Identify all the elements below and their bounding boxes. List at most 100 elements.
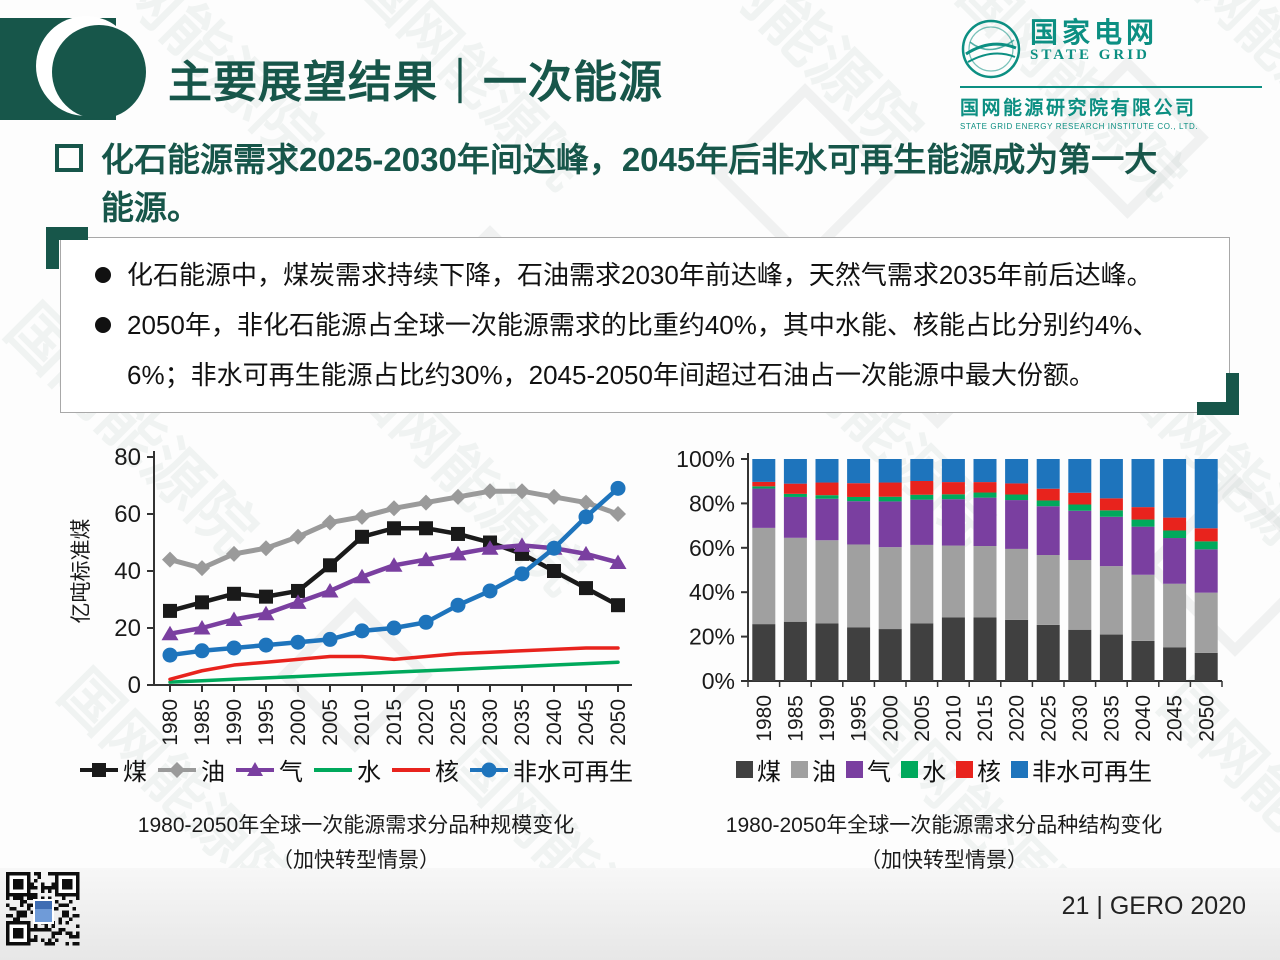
legend-swatch-coal bbox=[736, 761, 753, 778]
legend-item-nuclear: 核 bbox=[391, 752, 459, 787]
caption-subline: （加快转型情景） bbox=[272, 848, 440, 872]
segment-oil bbox=[1036, 555, 1060, 625]
state-grid-logo: 国家电网 STATE GRID 国网能源研究院有限公司 STATE GRID E… bbox=[960, 18, 1262, 131]
segment-coal bbox=[1068, 629, 1092, 681]
bar-1995 bbox=[847, 459, 871, 681]
bar-2030 bbox=[1068, 459, 1092, 681]
globe-icon bbox=[961, 19, 1021, 79]
segment-coal bbox=[878, 629, 902, 681]
legend-swatch-gas bbox=[846, 761, 863, 778]
bar-2040 bbox=[1131, 459, 1155, 681]
segment-oil bbox=[815, 540, 839, 624]
bar-1980 bbox=[752, 459, 776, 681]
legend-label: 气 bbox=[867, 759, 891, 786]
segment-oil bbox=[752, 527, 776, 625]
segment-nuclear bbox=[1194, 528, 1218, 542]
segment-gas bbox=[1036, 506, 1060, 556]
finding-item: 2050年，非化石能源占全球一次能源需求的比重约40%，其中水能、核能占比分别约… bbox=[87, 300, 1203, 400]
x-tick-label: 1995 bbox=[255, 699, 278, 745]
segment-nuclear bbox=[847, 483, 871, 497]
segment-coal bbox=[1163, 647, 1187, 681]
segment-renewable bbox=[752, 459, 776, 482]
legend-label: 油 bbox=[812, 759, 836, 786]
page-title: 主要展望结果｜一次能源 bbox=[168, 58, 663, 107]
bar-2005 bbox=[910, 459, 934, 681]
y-tick-label: 60 bbox=[114, 501, 141, 528]
segment-nuclear bbox=[941, 482, 965, 495]
segment-hydro bbox=[941, 494, 965, 500]
bar-2045 bbox=[1163, 459, 1187, 681]
bar-2000 bbox=[878, 459, 902, 681]
legend-label: 气 bbox=[279, 759, 303, 786]
logo-org-en: STATE GRID ENERGY RESEARCH INSTITUTE CO.… bbox=[960, 122, 1199, 131]
segment-gas bbox=[973, 497, 997, 547]
y-tick-label: 80% bbox=[689, 490, 735, 516]
segment-coal bbox=[941, 617, 965, 681]
legend-item-hydro: 水 bbox=[313, 752, 381, 787]
bar-2050 bbox=[1194, 459, 1218, 681]
line-chart-legend: 煤 油 气 水 核 非水可再生 bbox=[64, 752, 648, 787]
segment-nuclear bbox=[1099, 498, 1123, 511]
bullet-dot-icon bbox=[95, 317, 111, 333]
bar-1985 bbox=[783, 459, 807, 681]
bar-2025 bbox=[1036, 459, 1060, 681]
x-tick-label: 2025 bbox=[447, 699, 470, 745]
segment-hydro bbox=[847, 496, 871, 502]
segment-renewable bbox=[1036, 459, 1060, 489]
x-tick-label: 2035 bbox=[511, 699, 534, 745]
x-tick-label: 2040 bbox=[1132, 695, 1155, 742]
segment-gas bbox=[1131, 526, 1155, 575]
legend-swatch-nuclear bbox=[956, 761, 973, 778]
bar-chart-legend: 煤 油 气 水 核 非水可再生 bbox=[652, 752, 1236, 787]
legend-swatch-oil bbox=[791, 761, 808, 778]
series-hydro bbox=[168, 660, 620, 684]
legend-item-oil: 油 bbox=[157, 752, 225, 787]
bar-2015 bbox=[973, 459, 997, 681]
x-tick-label: 2040 bbox=[543, 699, 566, 745]
caption-line: 1980-2050年全球一次能源需求分品种结构变化 bbox=[725, 814, 1163, 837]
legend-item-gas: 气 bbox=[846, 752, 891, 787]
legend-sample-renewable bbox=[470, 762, 508, 777]
caption-line: 1980-2050年全球一次能源需求分品种规模变化 bbox=[137, 814, 575, 837]
x-tick-label: 2000 bbox=[879, 695, 902, 742]
x-tick-label: 2050 bbox=[607, 699, 630, 745]
segment-renewable bbox=[1068, 459, 1092, 493]
logo-name-en: STATE GRID bbox=[1030, 47, 1150, 64]
segment-gas bbox=[847, 501, 871, 545]
segment-hydro bbox=[1194, 541, 1218, 550]
logo-divider bbox=[960, 86, 1262, 88]
segment-oil bbox=[973, 546, 997, 618]
x-tick-label: 2035 bbox=[1101, 695, 1124, 742]
segment-oil bbox=[910, 544, 934, 624]
segment-coal bbox=[847, 627, 871, 681]
segment-hydro bbox=[910, 494, 934, 500]
segment-gas bbox=[1099, 516, 1123, 567]
segment-renewable bbox=[910, 459, 934, 481]
x-tick-label: 1990 bbox=[816, 695, 839, 742]
bullet-dot-icon bbox=[95, 267, 111, 283]
segment-oil bbox=[1099, 566, 1123, 635]
finding-item: 化石能源中，煤炭需求持续下降，石油需求2030年前达峰，天然气需求2035年前后… bbox=[87, 250, 1203, 300]
segment-renewable bbox=[941, 459, 965, 483]
y-tick-label: 0 bbox=[128, 672, 141, 699]
finding-text: 2050年，非化石能源占全球一次能源需求的比重约40%，其中水能、核能占比分别约… bbox=[127, 310, 1159, 390]
legend-sample-coal bbox=[80, 762, 118, 777]
legend-item-oil: 油 bbox=[791, 752, 836, 787]
segment-hydro bbox=[1005, 494, 1029, 501]
segment-renewable bbox=[1005, 459, 1029, 484]
y-tick-label: 20% bbox=[689, 624, 735, 650]
x-tick-label: 1985 bbox=[191, 699, 214, 745]
legend-label: 水 bbox=[922, 759, 946, 786]
segment-hydro bbox=[1068, 504, 1092, 511]
segment-oil bbox=[1163, 583, 1187, 648]
legend-label: 煤 bbox=[123, 759, 147, 786]
segment-hydro bbox=[752, 486, 776, 489]
segment-renewable bbox=[878, 459, 902, 483]
x-tick-label: 2000 bbox=[287, 699, 310, 745]
segment-gas bbox=[1163, 538, 1187, 584]
corner-bracket-bottom-right bbox=[1197, 373, 1239, 415]
segment-nuclear bbox=[973, 482, 997, 493]
page-number: 21 | GERO 2020 bbox=[1061, 892, 1246, 920]
x-tick-label: 2030 bbox=[479, 699, 502, 745]
segment-nuclear bbox=[783, 483, 807, 494]
